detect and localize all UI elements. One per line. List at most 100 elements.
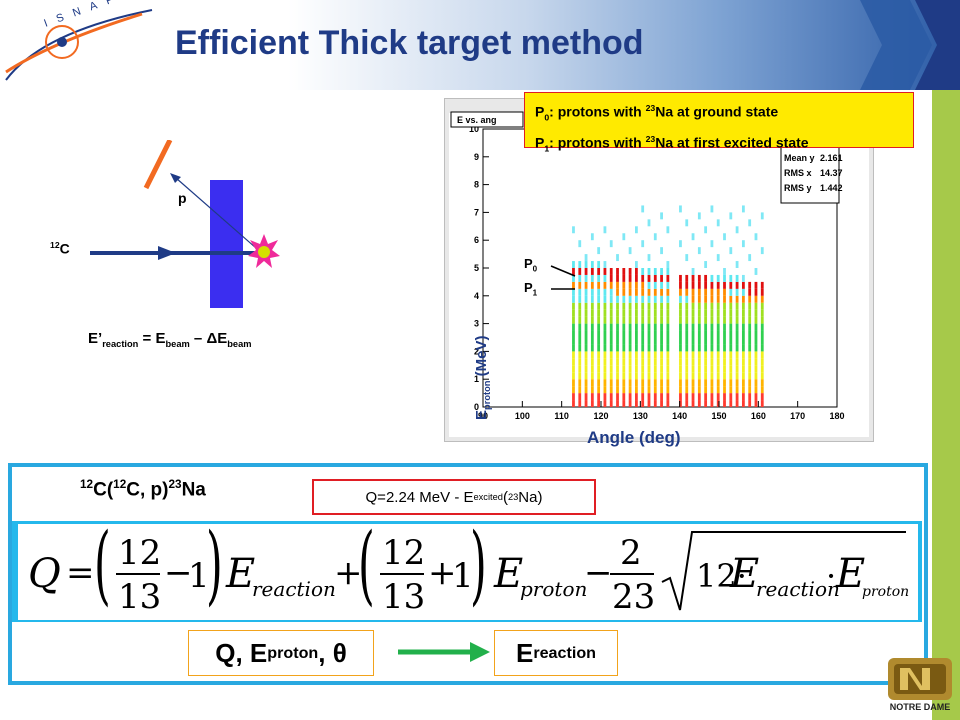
heatmap-cell [685,337,689,345]
heatmap-cell [716,330,720,338]
reaction-label: 12C(12C, p)23Na [80,478,206,501]
heatmap-cell [622,268,626,275]
heatmap-cell [723,309,726,317]
heatmap-cell [748,281,752,289]
heatmap-cell [584,386,588,394]
heatmap-cell [754,400,758,407]
heatmap-cell [748,344,752,352]
heatmap-cell [729,379,733,387]
heatmap-cell [653,302,657,310]
heatmap-cell [685,302,689,310]
heatmap-cell [647,393,651,401]
heatmap-cell [697,212,701,220]
heatmap-cell [622,365,626,373]
heatmap-cell [704,295,708,303]
heatmap-cell [641,400,645,407]
heatmap-cell [741,316,745,324]
heatmap-cell [729,316,733,324]
heatmap-cell [735,302,739,310]
heatmap-cell [622,316,626,324]
heatmap-cell [584,281,588,289]
heatmap-cell [609,337,613,345]
heatmap-cell [641,281,645,289]
heatmap-cell [660,247,663,255]
heatmap-cell [584,309,588,317]
heatmap-cell [584,379,588,387]
heatmap-cell [716,254,720,262]
heatmap-cell [741,330,745,338]
heatmap-cell [754,316,758,324]
heatmap-cell [710,288,714,296]
heatmap-cell [647,302,651,310]
heatmap-cell [597,302,601,310]
heatmap-cell [741,274,745,282]
heatmap-cell [590,330,594,338]
x-tick-label-1: 100 [515,411,530,421]
heatmap-cell [679,365,682,373]
heatmap-cell [578,261,582,268]
heatmap-cell [584,302,588,310]
y-tick-label-7: 7 [474,207,479,217]
heatmap-cell [603,261,607,268]
heatmap-cell [760,400,764,407]
heatmap-cell [628,365,632,373]
heatmap-cell [628,330,632,338]
heatmap-cell [754,344,758,352]
heatmap-cell [609,316,613,324]
heatmap-cell [641,330,645,338]
heatmap-cell [572,400,575,407]
heatmap-cell [741,400,745,407]
heatmap-cell [760,316,764,324]
heatmap-cell [578,330,582,338]
heatmap-cell [572,351,575,359]
heatmap-cell [578,274,582,282]
x-tick-label-2: 110 [554,411,569,421]
heatmap-cell [685,219,689,227]
heatmap-cell [723,379,726,387]
heatmap-cell [729,344,733,352]
heatmap-cell [635,400,638,407]
heatmap-cell [603,372,607,380]
heatmap-cell [597,330,601,338]
heatmap-cell [616,302,619,310]
heatmap-cell [660,337,663,345]
svg-text:23: 23 [612,577,655,617]
heatmap-cell [723,351,726,359]
heatmap-cell [679,351,682,359]
heatmap-cell [704,358,708,366]
svg-text:+: + [428,553,457,593]
x-tick-label-7: 160 [751,411,766,421]
heatmap-cell [578,316,582,324]
y-tick-label-8: 8 [474,180,479,190]
heatmap-cell [616,358,619,366]
heatmap-cell [716,316,720,324]
heatmap-cell [609,379,613,387]
heatmap-cell [760,309,764,317]
heatmap-cell [748,400,752,407]
heatmap-cell [691,302,695,310]
heatmap-cell [647,330,651,338]
heatmap-cell [760,212,764,220]
heatmap-cell [710,281,714,289]
y-tick-label-6: 6 [474,235,479,245]
heatmap-cell [704,288,708,296]
heatmap-cell [635,316,638,324]
svg-text:·: · [826,557,836,595]
heatmap-cell [679,274,682,282]
heatmap-cell [641,240,645,248]
heatmap-cell [723,365,726,373]
heatmap-cell [597,323,601,331]
heatmap-cell [697,372,701,380]
heatmap-cell [603,386,607,394]
heatmap-cell [760,302,764,310]
heatmap-cell [628,288,632,296]
heatmap-cell [603,365,607,373]
heatmap-cell [584,261,588,268]
heatmap-cell [723,295,726,303]
heatmap-cell [729,247,733,255]
stats-value-0: 2.161 [820,153,843,163]
heatmap-cell [697,302,701,310]
heatmap-cell [653,372,657,380]
heatmap-cell [760,386,764,394]
heatmap-cell [622,288,626,296]
